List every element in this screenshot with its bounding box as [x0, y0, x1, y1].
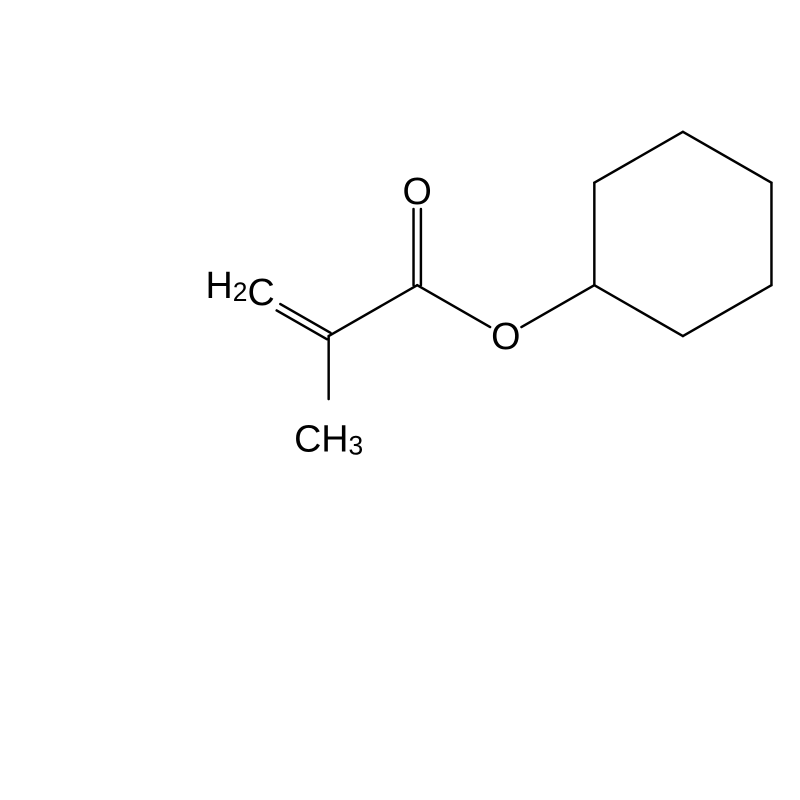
chemical-structure-diagram: H2C CH3 O O: [0, 0, 800, 800]
atom-label-o_dbl: O: [403, 170, 432, 212]
atom-label-o_est: O: [491, 315, 520, 357]
atom-label-ch3: CH3: [294, 418, 363, 461]
atom-label-ch2: H2C: [206, 264, 275, 313]
